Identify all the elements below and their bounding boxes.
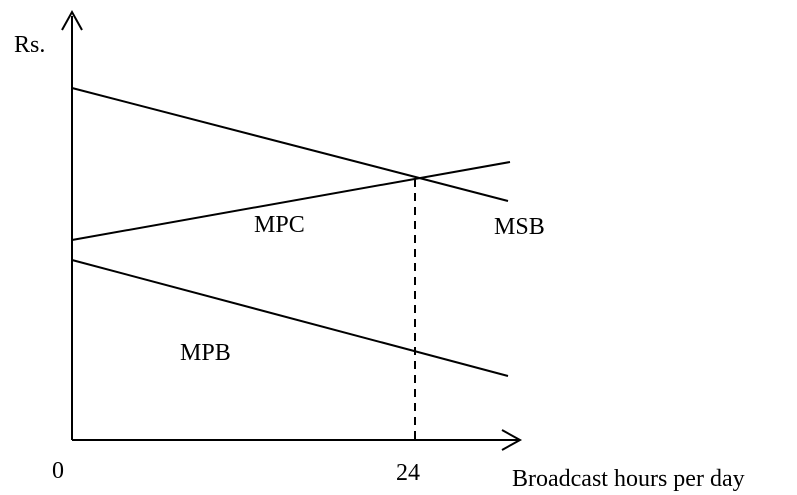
x-tick-label-24: 24: [396, 460, 420, 486]
y-axis-arrow: [61, 9, 83, 31]
series-line-msb: [71, 87, 509, 202]
x-axis-label: Broadcast hours per day: [512, 466, 745, 492]
series-line-mpb: [71, 259, 509, 377]
series-label-msb: MSB: [494, 214, 545, 240]
x-axis-arrow: [501, 429, 523, 451]
y-axis-label: Rs.: [14, 32, 45, 58]
x-tick-label-0: 0: [52, 458, 64, 484]
series-label-mpb: MPB: [180, 340, 231, 366]
series-label-mpc: MPC: [254, 212, 305, 238]
series-line-mpc: [71, 161, 511, 241]
